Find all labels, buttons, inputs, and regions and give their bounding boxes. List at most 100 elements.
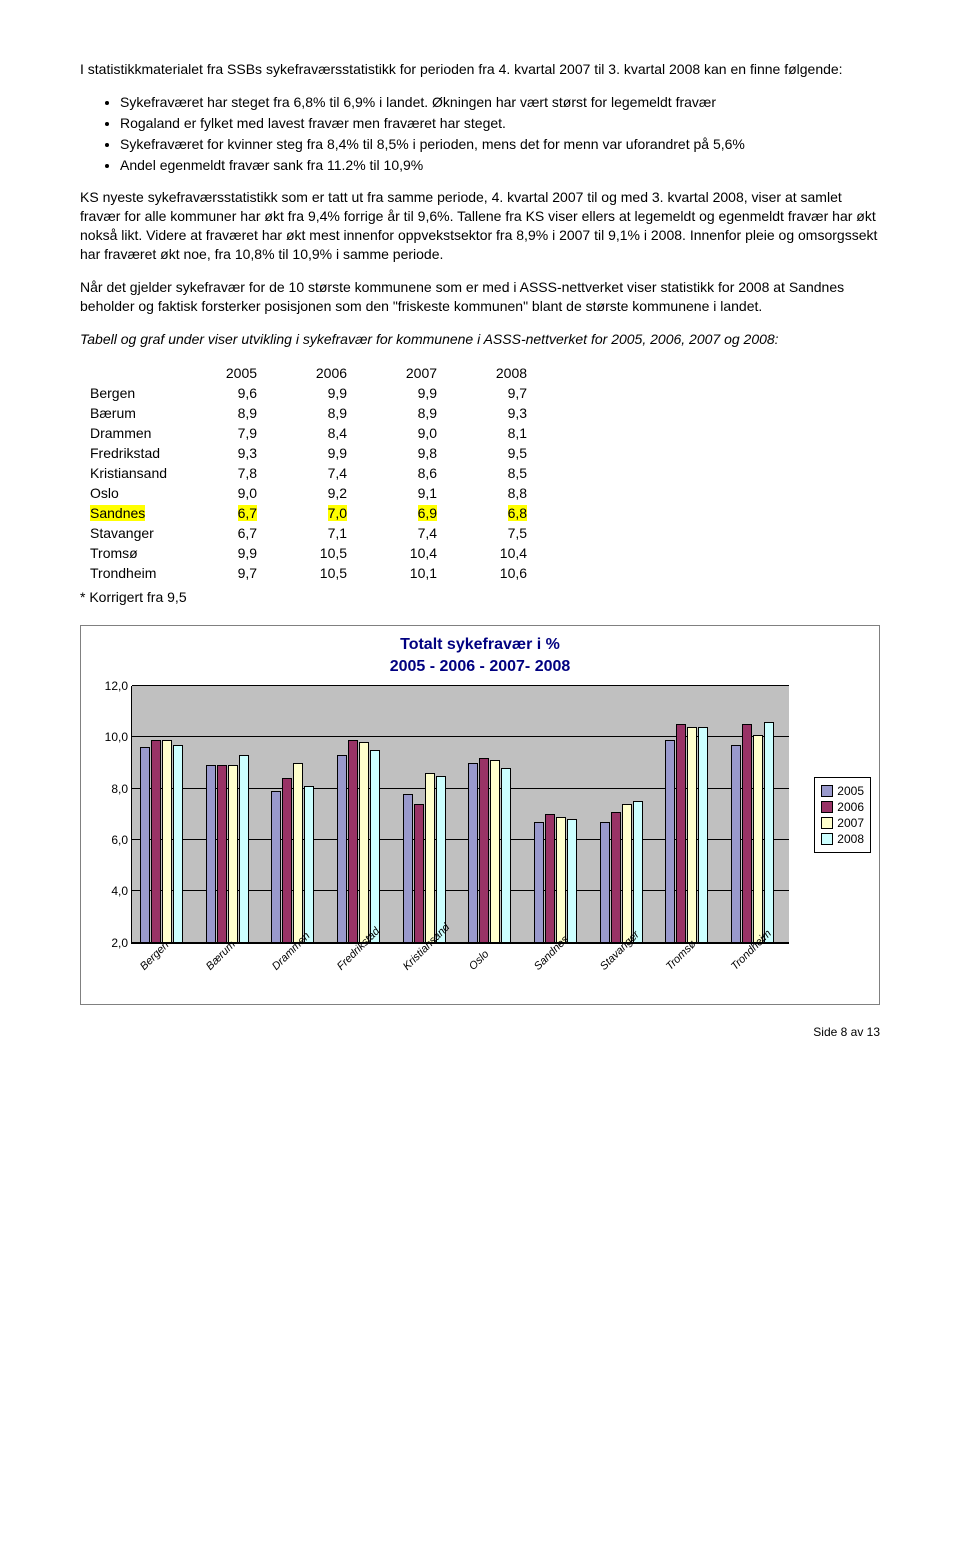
bar	[676, 724, 686, 942]
row-value: 8,4	[267, 423, 357, 443]
bar	[567, 819, 577, 942]
para-table-intro: Tabell og graf under viser utvikling i s…	[80, 330, 880, 349]
row-name: Oslo	[80, 483, 177, 503]
row-name: Tromsø	[80, 543, 177, 563]
bar-group	[468, 686, 511, 943]
table-year-header: 2005	[177, 363, 267, 383]
row-value: 10,6	[447, 563, 537, 583]
bar	[600, 822, 610, 943]
table-row: Bergen9,69,99,99,7	[80, 383, 537, 403]
row-name: Sandnes	[80, 503, 177, 523]
x-axis-label: Oslo	[467, 948, 491, 972]
row-name: Trondheim	[80, 563, 177, 583]
row-value: 8,5	[447, 463, 537, 483]
legend-item: 2006	[821, 800, 864, 814]
row-value: 7,8	[177, 463, 267, 483]
row-value: 9,0	[357, 423, 447, 443]
bar-group	[140, 686, 183, 943]
legend-swatch	[821, 801, 833, 813]
bar	[359, 742, 369, 942]
row-value: 7,9	[177, 423, 267, 443]
row-value: 9,9	[177, 543, 267, 563]
bar-group	[600, 686, 643, 943]
row-name: Fredrikstad	[80, 443, 177, 463]
bar	[337, 755, 347, 943]
row-value: 7,4	[357, 523, 447, 543]
legend-swatch	[821, 817, 833, 829]
bar-group	[337, 686, 380, 943]
row-value: 6,7	[177, 503, 267, 523]
row-value: 9,9	[267, 383, 357, 403]
bar	[140, 747, 150, 942]
para-ks: KS nyeste sykefraværsstatistikk som er t…	[80, 188, 880, 264]
bullet-item: Sykefraværet har steget fra 6,8% til 6,9…	[120, 93, 880, 112]
bullet-list: Sykefraværet har steget fra 6,8% til 6,9…	[80, 93, 880, 175]
row-value: 9,3	[177, 443, 267, 463]
row-value: 7,4	[267, 463, 357, 483]
table-row: Bærum8,98,98,99,3	[80, 403, 537, 423]
legend-swatch	[821, 785, 833, 797]
row-value: 9,2	[267, 483, 357, 503]
row-value: 9,7	[447, 383, 537, 403]
row-value: 8,9	[357, 403, 447, 423]
bar	[348, 740, 358, 943]
bar	[271, 791, 281, 943]
bar	[403, 794, 413, 943]
bar	[162, 740, 172, 943]
row-value: 8,1	[447, 423, 537, 443]
bar	[228, 765, 238, 942]
bar	[468, 763, 478, 943]
bar	[206, 765, 216, 942]
legend-swatch	[821, 833, 833, 845]
table-row: Stavanger6,77,17,47,5	[80, 523, 537, 543]
row-value: 6,8	[447, 503, 537, 523]
row-name: Bærum	[80, 403, 177, 423]
table-row: Trondheim9,710,510,110,6	[80, 563, 537, 583]
bar	[370, 750, 380, 943]
row-value: 10,4	[447, 543, 537, 563]
bar	[239, 755, 249, 943]
legend-label: 2007	[837, 816, 864, 830]
row-value: 9,3	[447, 403, 537, 423]
bar-group	[271, 686, 314, 943]
row-name: Kristiansand	[80, 463, 177, 483]
y-axis-label: 4,0	[111, 884, 128, 898]
legend-item: 2005	[821, 784, 864, 798]
bar	[436, 776, 446, 943]
bar	[217, 765, 227, 942]
table-row: Tromsø9,910,510,410,4	[80, 543, 537, 563]
bar	[556, 817, 566, 943]
absence-table: 2005200620072008 Bergen9,69,99,99,7Bærum…	[80, 363, 537, 583]
para-asss: Når det gjelder sykefravær for de 10 stø…	[80, 278, 880, 316]
bar-group	[534, 686, 577, 943]
bar	[501, 768, 511, 943]
row-value: 8,9	[267, 403, 357, 423]
bar	[731, 745, 741, 943]
bar	[490, 760, 500, 942]
x-axis-label: Bærum	[204, 938, 238, 972]
y-axis-label: 6,0	[111, 833, 128, 847]
row-value: 9,9	[357, 383, 447, 403]
chart-title-line2: 2005 - 2006 - 2007- 2008	[91, 658, 869, 676]
row-value: 9,7	[177, 563, 267, 583]
bar	[534, 822, 544, 943]
row-value: 7,1	[267, 523, 357, 543]
row-value: 6,9	[357, 503, 447, 523]
chart-legend: 2005 2006 2007 2008	[814, 777, 871, 853]
bar	[545, 814, 555, 943]
x-axis-label: Bergen	[138, 939, 172, 973]
bar	[633, 801, 643, 942]
page-footer: Side 8 av 13	[80, 1025, 880, 1039]
table-row: Drammen7,98,49,08,1	[80, 423, 537, 443]
legend-item: 2008	[821, 832, 864, 846]
table-row: Fredrikstad9,39,99,89,5	[80, 443, 537, 463]
row-name: Stavanger	[80, 523, 177, 543]
table-footnote: * Korrigert fra 9,5	[80, 589, 880, 605]
row-value: 10,4	[357, 543, 447, 563]
row-value: 10,1	[357, 563, 447, 583]
row-value: 10,5	[267, 543, 357, 563]
bar-group	[731, 686, 774, 943]
bar	[173, 745, 183, 943]
bullet-item: Rogaland er fylket med lavest fravær men…	[120, 114, 880, 133]
bar-group	[665, 686, 708, 943]
